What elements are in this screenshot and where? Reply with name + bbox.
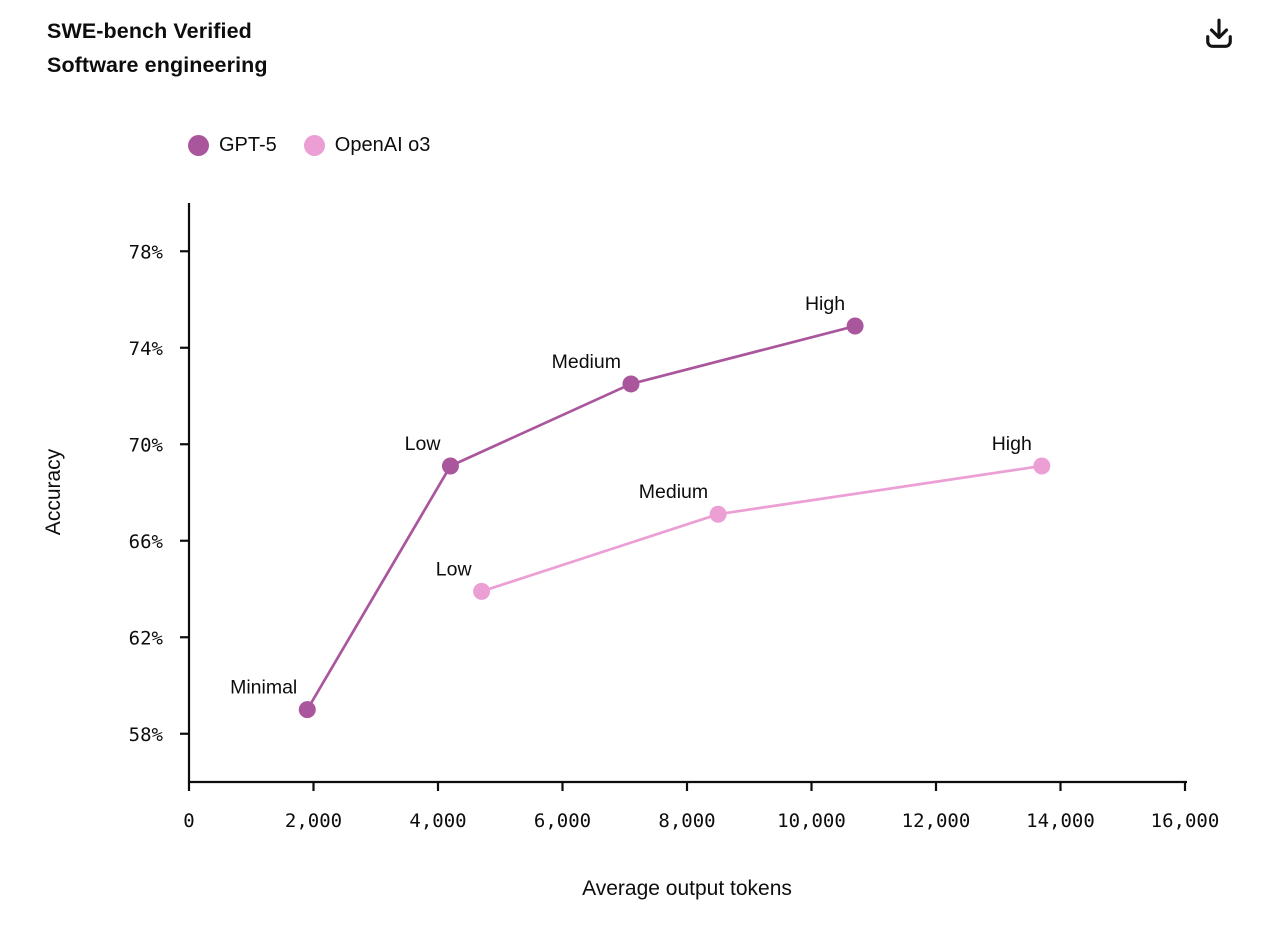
legend-item-gpt-5: GPT-5 — [188, 134, 277, 157]
y-axis-tick-label: 74% — [129, 338, 164, 360]
x-axis-tick-label: 4,000 — [409, 810, 466, 832]
chart-legend: GPT-5 OpenAI o3 — [188, 134, 430, 157]
chart-title: SWE-bench Verified — [47, 19, 252, 43]
data-point-gpt-5-minimal[interactable] — [298, 701, 316, 719]
y-axis-title: Accuracy — [42, 448, 65, 535]
x-axis-tick-label: 0 — [183, 810, 194, 832]
point-label-openai-o3-high: High — [992, 433, 1032, 455]
download-button[interactable] — [1196, 10, 1242, 56]
x-axis-tick-label: 14,000 — [1026, 810, 1095, 832]
y-axis-tick-label: 58% — [129, 724, 164, 746]
x-axis-tick-label: 8,000 — [658, 810, 715, 832]
page-title: SWE-bench Verified Software engineering — [47, 14, 268, 82]
point-label-gpt-5-minimal: Minimal — [230, 677, 297, 699]
data-point-gpt-5-medium[interactable] — [622, 375, 640, 393]
y-axis-tick-label: 78% — [129, 241, 164, 263]
point-label-gpt-5-low: Low — [405, 433, 442, 455]
data-point-openai-o3-high[interactable] — [1033, 457, 1051, 475]
x-axis-tick-label: 12,000 — [902, 810, 971, 832]
x-axis-tick-label: 6,000 — [534, 810, 591, 832]
y-axis-tick-label: 66% — [129, 531, 164, 553]
download-icon — [1201, 15, 1237, 51]
data-point-openai-o3-low[interactable] — [473, 582, 491, 600]
y-axis-tick-label: 62% — [129, 627, 164, 649]
data-point-openai-o3-medium[interactable] — [709, 505, 727, 523]
data-point-gpt-5-low[interactable] — [441, 457, 459, 475]
point-label-gpt-5-high: High — [805, 293, 845, 315]
legend-dot-gpt-5 — [188, 135, 209, 156]
x-axis-tick-label: 10,000 — [777, 810, 846, 832]
y-axis-tick-label: 70% — [129, 434, 164, 456]
data-point-gpt-5-high[interactable] — [846, 317, 864, 335]
x-axis-tick-label: 16,000 — [1151, 810, 1220, 832]
point-label-openai-o3-low: Low — [436, 558, 473, 580]
legend-label-gpt-5: GPT-5 — [219, 134, 277, 156]
chart-subtitle: Software engineering — [47, 53, 268, 77]
point-label-openai-o3-medium: Medium — [639, 481, 708, 503]
point-label-gpt-5-medium: Medium — [552, 351, 621, 373]
x-axis-tick-label: 2,000 — [285, 810, 342, 832]
legend-label-openai-o3: OpenAI o3 — [334, 134, 431, 156]
x-axis-title: Average output tokens — [582, 877, 792, 900]
series-line-gpt-5 — [305, 324, 857, 711]
legend-dot-openai-o3 — [303, 135, 325, 156]
legend-item-openai-o3: OpenAI o3 — [303, 134, 431, 157]
series-line-openai-o3 — [480, 464, 1044, 593]
